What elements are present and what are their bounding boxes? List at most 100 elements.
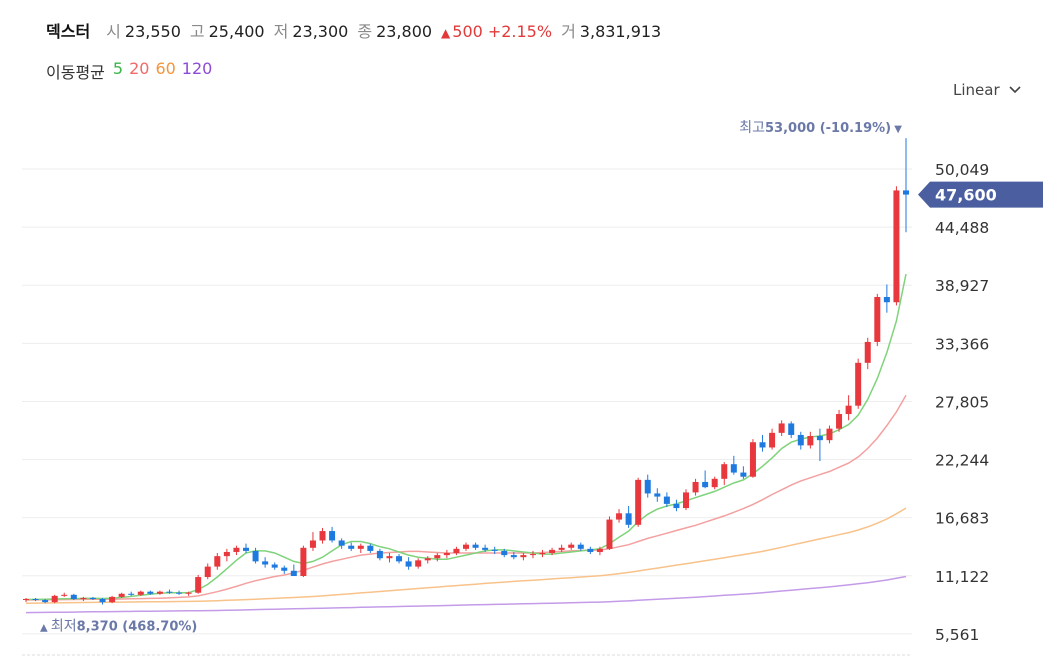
candle-body[interactable]: [883, 296, 890, 303]
candle-body[interactable]: [99, 598, 106, 603]
candle-body[interactable]: [778, 423, 785, 433]
candle-body[interactable]: [424, 558, 431, 561]
candle-body[interactable]: [749, 442, 756, 477]
candle-body[interactable]: [893, 190, 900, 303]
candle-body[interactable]: [673, 503, 680, 509]
candle-body[interactable]: [252, 550, 259, 562]
candle-body[interactable]: [396, 556, 403, 562]
candle-body[interactable]: [367, 545, 374, 551]
candle-body[interactable]: [845, 405, 852, 415]
candle-body[interactable]: [740, 472, 747, 477]
candle-body[interactable]: [520, 555, 527, 558]
candle-body[interactable]: [147, 591, 154, 594]
candle-body[interactable]: [482, 547, 489, 550]
candle-body[interactable]: [80, 597, 87, 599]
candle-body[interactable]: [807, 435, 814, 446]
candle-body[interactable]: [61, 594, 68, 596]
candle-body[interactable]: [702, 481, 709, 488]
candle-body[interactable]: [625, 513, 632, 525]
candle-body[interactable]: [434, 555, 441, 559]
candle-body[interactable]: [243, 547, 249, 551]
candle-body[interactable]: [769, 432, 776, 448]
candle-body[interactable]: [166, 591, 173, 593]
candle-body[interactable]: [816, 435, 823, 441]
ma-period-60[interactable]: 60: [155, 59, 176, 78]
candle-body[interactable]: [443, 553, 450, 556]
candle-body[interactable]: [118, 593, 125, 597]
candle-body[interactable]: [472, 544, 479, 548]
candle-body[interactable]: [549, 549, 556, 554]
candle-body[interactable]: [510, 555, 517, 558]
candle-body[interactable]: [855, 362, 862, 406]
ma-period-120[interactable]: 120: [181, 59, 213, 78]
candle-body[interactable]: [195, 577, 202, 593]
candle-body[interactable]: [223, 551, 230, 557]
candle-body[interactable]: [453, 548, 460, 554]
ma-period-5[interactable]: 5: [112, 59, 124, 78]
candle-body[interactable]: [711, 478, 718, 488]
candle-body[interactable]: [32, 598, 39, 601]
candle-body[interactable]: [214, 556, 221, 567]
candle-body[interactable]: [271, 564, 278, 568]
candle-body[interactable]: [606, 519, 613, 549]
candle-body[interactable]: [730, 464, 737, 473]
candle-body[interactable]: [558, 547, 565, 550]
candle-body[interactable]: [185, 592, 192, 594]
candle-body[interactable]: [338, 540, 345, 546]
candle-body[interactable]: [405, 561, 412, 567]
candle-body[interactable]: [300, 547, 307, 576]
candle-body[interactable]: [281, 567, 288, 571]
candle-body[interactable]: [204, 566, 211, 578]
candle-body[interactable]: [529, 554, 536, 556]
candle-body[interactable]: [587, 548, 594, 552]
candle-body[interactable]: [635, 479, 642, 525]
candle-body[interactable]: [874, 296, 881, 342]
candle-body[interactable]: [826, 428, 833, 441]
candle-body[interactable]: [596, 548, 603, 552]
candle-body[interactable]: [233, 547, 240, 552]
candle-body[interactable]: [683, 492, 689, 509]
scale-selector[interactable]: Linear: [953, 81, 1022, 99]
candle-body[interactable]: [644, 479, 651, 494]
candle-body[interactable]: [262, 561, 269, 565]
candle-body[interactable]: [42, 600, 49, 603]
candle-body[interactable]: [864, 341, 871, 363]
candle-body[interactable]: [836, 414, 843, 429]
candle-body[interactable]: [309, 540, 316, 548]
candle-body[interactable]: [903, 190, 909, 195]
candle-body[interactable]: [319, 531, 326, 541]
candle-body[interactable]: [128, 593, 135, 595]
candle-body[interactable]: [23, 598, 29, 601]
candle-body[interactable]: [463, 544, 469, 549]
candle-body[interactable]: [376, 550, 383, 559]
candle-body[interactable]: [109, 596, 116, 603]
candle-body[interactable]: [348, 545, 355, 549]
candle-body[interactable]: [568, 544, 575, 548]
candle-body[interactable]: [386, 556, 393, 559]
candle-body[interactable]: [616, 513, 623, 520]
candle-body[interactable]: [759, 442, 766, 448]
candle-body[interactable]: [721, 464, 728, 479]
candle-body[interactable]: [290, 570, 297, 576]
candle-body[interactable]: [539, 553, 546, 555]
candle-body[interactable]: [51, 595, 58, 603]
candle-body[interactable]: [357, 545, 364, 549]
candle-body[interactable]: [501, 550, 508, 556]
candle-body[interactable]: [415, 560, 422, 567]
candle-body[interactable]: [788, 423, 795, 435]
candle-body[interactable]: [137, 591, 144, 595]
candle-body[interactable]: [491, 549, 498, 551]
candle-body[interactable]: [797, 434, 804, 446]
candle-body[interactable]: [176, 592, 183, 594]
candle-body[interactable]: [577, 544, 584, 549]
candle-body[interactable]: [663, 496, 670, 504]
candle-body[interactable]: [70, 594, 77, 599]
candle-body[interactable]: [89, 597, 96, 599]
candle-body[interactable]: [692, 481, 699, 493]
ma-period-20[interactable]: 20: [129, 59, 150, 78]
low-label: 저: [273, 22, 289, 41]
candle-body[interactable]: [654, 493, 661, 497]
candle-body[interactable]: [156, 591, 163, 594]
candle-body[interactable]: [329, 531, 336, 541]
